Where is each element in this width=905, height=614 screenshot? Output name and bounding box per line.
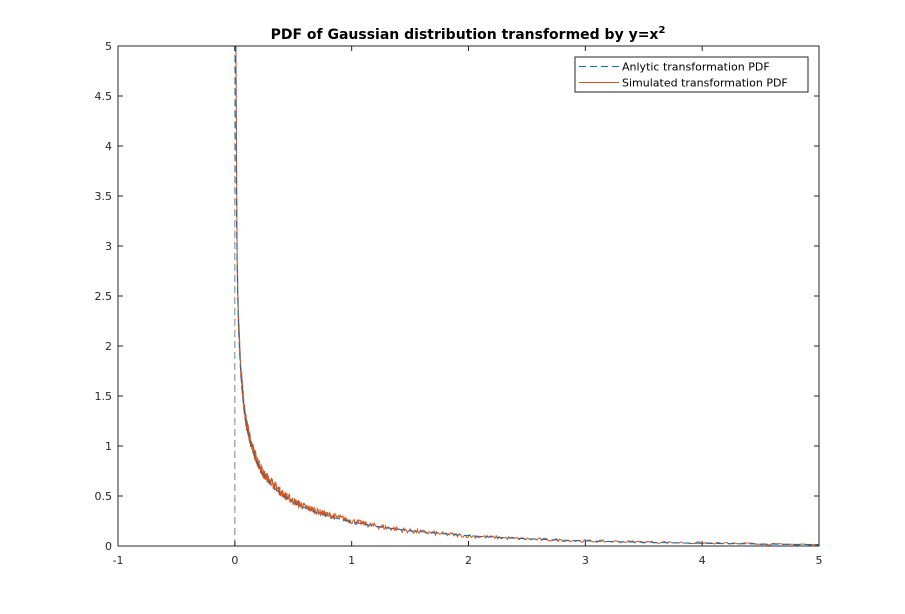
legend-label-simulated: Simulated transformation PDF	[622, 77, 788, 90]
chart-title-superscript: 2	[658, 25, 665, 36]
y-tick-label: 0	[105, 540, 112, 553]
x-tick-label: 1	[348, 554, 355, 567]
legend-label-analytic: Anlytic transformation PDF	[622, 61, 770, 74]
x-tick-label: 5	[816, 554, 823, 567]
y-tick-label: 2.5	[95, 290, 113, 303]
x-tick-label: 3	[582, 554, 589, 567]
y-tick-label: 5	[105, 40, 112, 53]
tick-layer: -1 0 1 2 3 4 500.511.522.533.544.55	[95, 40, 823, 567]
plot-area	[118, 46, 819, 546]
chart-title: PDF of Gaussian distribution transformed…	[271, 25, 666, 43]
y-tick-label: 3.5	[95, 190, 113, 203]
y-tick-label: 1	[105, 440, 112, 453]
y-tick-label: 2	[105, 340, 112, 353]
y-tick-label: 3	[105, 240, 112, 253]
legend: Anlytic transformation PDF Simulated tra…	[574, 56, 809, 93]
y-tick-label: 4.5	[95, 90, 113, 103]
y-tick-label: 4	[105, 140, 112, 153]
chart-title-main: PDF of Gaussian distribution transformed…	[271, 27, 659, 43]
x-tick-label: 0	[231, 554, 238, 567]
legend-box	[574, 56, 809, 93]
y-tick-label: 0.5	[95, 490, 113, 503]
series-analytic-line	[235, 46, 819, 546]
y-tick-label: 1.5	[95, 390, 113, 403]
x-tick-label: 4	[699, 554, 706, 567]
x-tick-label: 2	[465, 554, 472, 567]
x-tick-label: -1	[113, 554, 124, 567]
series-layer	[234, 46, 819, 546]
